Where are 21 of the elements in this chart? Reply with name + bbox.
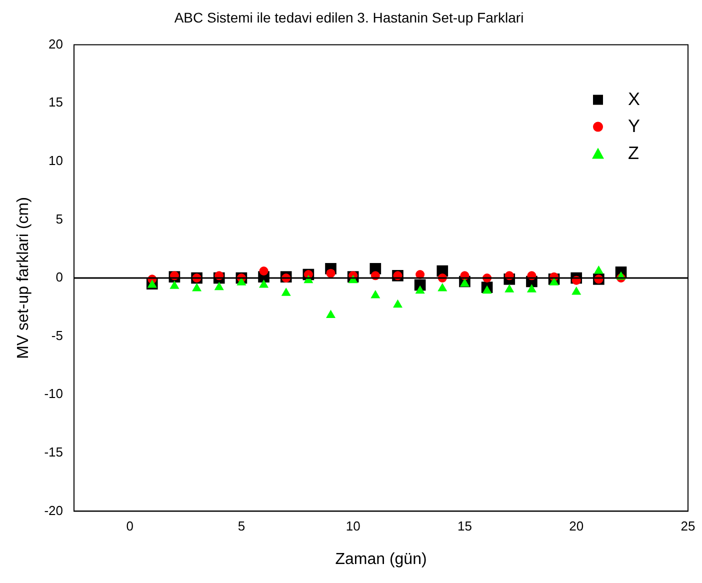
y-tick-label: 15 xyxy=(48,94,63,110)
x-tick-label: 10 xyxy=(346,518,360,534)
y-tick-label: 20 xyxy=(48,36,63,52)
legend-label: X xyxy=(628,88,640,109)
y-axis-title: MV set-up farklari (cm) xyxy=(15,197,32,359)
x-tick-label: 20 xyxy=(569,518,584,534)
x-tick-label: 5 xyxy=(238,518,246,534)
y-tick-label: 0 xyxy=(56,270,63,285)
x-tick-label: 15 xyxy=(457,518,472,534)
y-tick-label: -15 xyxy=(44,444,63,460)
legend-label: Z xyxy=(628,142,639,163)
x-tick-label: 0 xyxy=(126,518,134,534)
y-tick-label: -10 xyxy=(44,386,63,402)
x-axis-title: Zaman (gün) xyxy=(335,550,427,568)
chart-title: ABC Sistemi ile tedavi edilen 3. Hastanin Set-up Farklari xyxy=(174,9,524,26)
y-tick-label: 5 xyxy=(56,211,63,226)
x-tick-label: 25 xyxy=(680,518,696,534)
y-tick-label: 10 xyxy=(48,152,63,168)
legend-label: Y xyxy=(628,116,640,136)
y-tick-label: -5 xyxy=(51,328,63,343)
y-tick-label: -20 xyxy=(44,502,63,518)
